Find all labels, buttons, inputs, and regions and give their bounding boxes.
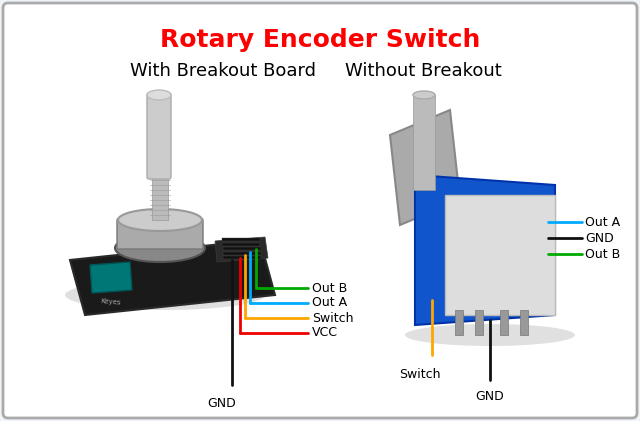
Bar (520, 310, 528, 335)
Text: Keyes: Keyes (100, 298, 121, 306)
Bar (222, 242, 260, 245)
Text: GND: GND (585, 232, 614, 245)
Bar (222, 238, 260, 241)
Bar (152, 175, 168, 220)
Text: Without Breakout: Without Breakout (345, 62, 502, 80)
FancyBboxPatch shape (117, 219, 203, 249)
Ellipse shape (115, 234, 205, 262)
FancyBboxPatch shape (147, 93, 171, 179)
Text: GND: GND (207, 397, 236, 410)
Text: GND: GND (476, 390, 504, 403)
Text: Rotary Encoder Switch: Rotary Encoder Switch (160, 28, 480, 52)
Polygon shape (70, 240, 275, 315)
Text: Out B: Out B (585, 248, 620, 261)
Ellipse shape (147, 90, 171, 100)
Ellipse shape (405, 324, 575, 346)
Polygon shape (390, 110, 460, 225)
Polygon shape (90, 262, 132, 293)
Bar (413, 95, 435, 190)
Polygon shape (415, 175, 555, 325)
Text: With Breakout Board: With Breakout Board (130, 62, 316, 80)
Text: Out A: Out A (585, 216, 620, 229)
Bar (223, 247, 260, 250)
Ellipse shape (118, 209, 202, 231)
Text: Switch: Switch (312, 312, 353, 325)
Polygon shape (445, 195, 555, 315)
Bar (475, 310, 483, 335)
Polygon shape (215, 237, 268, 262)
Bar (223, 251, 261, 255)
Ellipse shape (65, 280, 265, 310)
FancyBboxPatch shape (3, 3, 637, 418)
Text: Switch: Switch (399, 368, 441, 381)
Text: Out B: Out B (312, 282, 348, 295)
Text: VCC: VCC (312, 327, 338, 339)
Ellipse shape (413, 91, 435, 99)
Bar (223, 256, 261, 259)
Bar (455, 310, 463, 335)
Bar (500, 310, 508, 335)
Text: Out A: Out A (312, 296, 347, 309)
